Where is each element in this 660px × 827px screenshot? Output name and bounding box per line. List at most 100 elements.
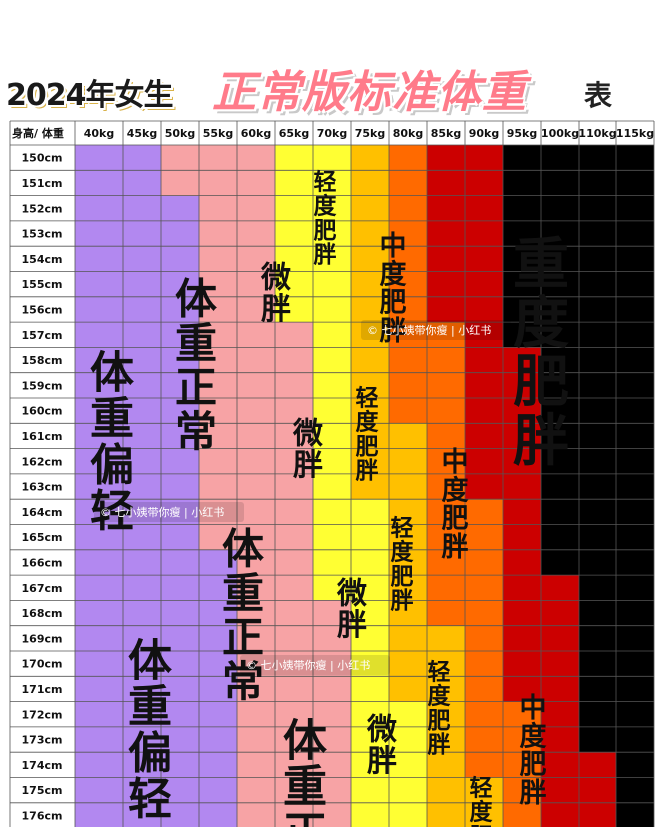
row-label: 154cm — [22, 253, 63, 266]
row-label-column-bg — [10, 145, 75, 827]
cell-150cm-50kg — [161, 145, 199, 171]
row-label: 168cm — [22, 607, 63, 620]
cell-151cm-80kg — [389, 170, 427, 196]
cell-153cm-85kg — [427, 220, 465, 247]
cell-161cm-75kg — [351, 423, 389, 449]
cell-156cm-115kg — [616, 296, 654, 323]
cell-154cm-40kg — [75, 246, 123, 272]
cell-155cm-90kg — [465, 271, 503, 297]
cell-156cm-80kg — [389, 296, 427, 323]
cell-176cm-50kg — [161, 802, 199, 827]
cell-164cm-110kg — [579, 499, 616, 525]
cell-167cm-70kg — [313, 575, 351, 601]
cell-152cm-75kg — [351, 195, 389, 221]
column-header: 65kg — [279, 127, 310, 140]
watermark-bg — [361, 320, 511, 340]
cell-171cm-50kg — [161, 676, 199, 702]
cell-172cm-45kg — [123, 701, 161, 727]
cell-154cm-80kg — [389, 246, 427, 272]
cell-167cm-100kg — [541, 575, 579, 601]
cell-159cm-100kg — [541, 372, 579, 398]
cell-168cm-80kg — [389, 600, 427, 626]
cell-176cm-90kg — [465, 802, 503, 827]
watermark-bg — [240, 655, 390, 675]
cell-175cm-40kg — [75, 777, 123, 803]
cell-165cm-95kg — [503, 524, 541, 550]
cell-171cm-100kg — [541, 676, 579, 702]
cell-166cm-95kg — [503, 549, 541, 576]
cell-171cm-70kg — [313, 676, 351, 702]
cell-165cm-80kg — [389, 524, 427, 550]
cell-170cm-55kg — [199, 651, 237, 677]
cell-151cm-95kg — [503, 170, 541, 196]
cell-162cm-90kg — [465, 448, 503, 474]
row-label: 160cm — [22, 405, 63, 418]
header-row-bg — [10, 121, 654, 145]
cell-174cm-85kg — [427, 752, 465, 778]
cell-164cm-115kg — [616, 499, 654, 525]
cell-165cm-115kg — [616, 524, 654, 550]
column-header: 60kg — [241, 127, 272, 140]
cell-150cm-75kg — [351, 145, 389, 171]
cell-153cm-75kg — [351, 220, 389, 247]
cell-159cm-75kg — [351, 372, 389, 398]
cell-154cm-75kg — [351, 246, 389, 272]
cell-155cm-40kg — [75, 271, 123, 297]
cell-164cm-55kg — [199, 499, 237, 525]
cell-160cm-55kg — [199, 398, 237, 424]
cell-162cm-45kg — [123, 448, 161, 474]
cell-167cm-40kg — [75, 575, 123, 601]
cell-163cm-95kg — [503, 473, 541, 500]
cell-153cm-55kg — [199, 220, 237, 247]
cell-174cm-45kg — [123, 752, 161, 778]
cell-159cm-110kg — [579, 372, 616, 398]
cell-163cm-65kg — [275, 473, 313, 500]
cell-169cm-115kg — [616, 625, 654, 651]
cell-157cm-100kg — [541, 322, 579, 348]
row-label: 152cm — [22, 202, 63, 215]
cell-171cm-60kg — [237, 676, 275, 702]
cell-170cm-60kg — [237, 651, 275, 677]
cell-168cm-115kg — [616, 600, 654, 626]
cell-153cm-40kg — [75, 220, 123, 247]
column-header: 40kg — [84, 127, 115, 140]
cell-158cm-45kg — [123, 347, 161, 373]
cell-169cm-110kg — [579, 625, 616, 651]
cell-155cm-95kg — [503, 271, 541, 297]
cell-174cm-75kg — [351, 752, 389, 778]
cell-151cm-40kg — [75, 170, 123, 196]
row-label: 161cm — [22, 430, 63, 443]
cell-176cm-40kg — [75, 802, 123, 827]
cell-171cm-75kg — [351, 676, 389, 702]
cell-150cm-115kg — [616, 145, 654, 171]
cell-170cm-95kg — [503, 651, 541, 677]
column-header: 90kg — [469, 127, 500, 140]
cell-175cm-50kg — [161, 777, 199, 803]
cell-152cm-70kg — [313, 195, 351, 221]
cell-167cm-80kg — [389, 575, 427, 601]
cell-171cm-65kg — [275, 676, 313, 702]
cell-175cm-85kg — [427, 777, 465, 803]
cell-176cm-65kg — [275, 802, 313, 827]
row-label: 151cm — [22, 177, 63, 190]
cell-160cm-80kg — [389, 398, 427, 424]
cell-176cm-75kg — [351, 802, 389, 827]
cell-168cm-45kg — [123, 600, 161, 626]
title-main-part: 正常版标准体重 — [212, 67, 527, 118]
row-label: 175cm — [22, 784, 63, 797]
zone-label: 中度肥胖 — [441, 447, 469, 563]
zone-label: 重度肥胖 — [513, 233, 569, 474]
cell-165cm-60kg — [237, 524, 275, 550]
cell-173cm-55kg — [199, 726, 237, 753]
cell-176cm-110kg — [579, 802, 616, 827]
cell-152cm-45kg — [123, 195, 161, 221]
cell-156cm-60kg — [237, 296, 275, 323]
cell-165cm-100kg — [541, 524, 579, 550]
cell-157cm-85kg — [427, 322, 465, 348]
cell-169cm-50kg — [161, 625, 199, 651]
cell-169cm-60kg — [237, 625, 275, 651]
cell-166cm-110kg — [579, 549, 616, 576]
cell-164cm-95kg — [503, 499, 541, 525]
cell-174cm-100kg — [541, 752, 579, 778]
cell-151cm-115kg — [616, 170, 654, 196]
